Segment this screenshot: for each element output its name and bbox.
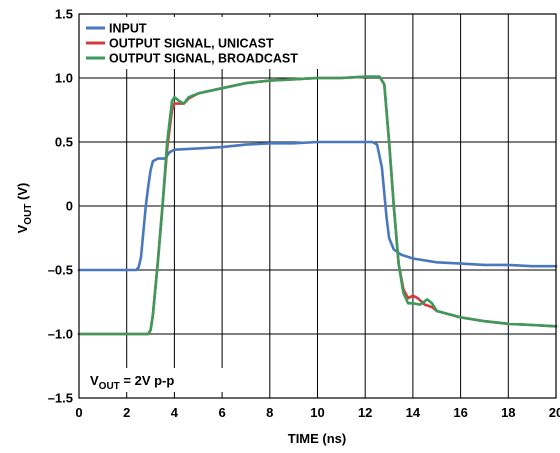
y-tick-label: 1.5 [55, 7, 73, 22]
annotation-sub: OUT [99, 381, 120, 392]
y-axis-title-sub: OUT [23, 204, 34, 225]
plot-frame [78, 13, 557, 399]
y-tick-label: –0.5 [48, 263, 73, 278]
x-axis-title: TIME (ns) [288, 431, 347, 446]
series-line-0 [77, 140, 558, 272]
y-axis-title: VOUT (V) [15, 183, 34, 234]
y-tick-label: –1.0 [48, 327, 73, 342]
x-tick-label: 12 [358, 405, 372, 420]
series-lines [77, 75, 558, 336]
legend-label-1: OUTPUT SIGNAL, UNICAST [109, 37, 274, 51]
annotation-main: V [90, 373, 99, 388]
x-tick-label: 6 [218, 405, 225, 420]
y-tick-labels: –1.5 –1.0 –0.5 0 0.5 1.0 1.5 [48, 7, 73, 406]
y-tick-label: 0.5 [55, 135, 73, 150]
x-tick-label: 4 [171, 405, 179, 420]
x-tick-label: 16 [453, 405, 467, 420]
annotation-box [84, 368, 234, 392]
annotation: VOUT = 2V p-p [90, 373, 174, 392]
y-axis-title-unit: (V) [15, 183, 30, 204]
y-axis-title-main: V [15, 224, 30, 233]
y-tick-label: 0 [66, 199, 73, 214]
y-tick-label: –1.5 [48, 391, 73, 406]
x-tick-label: 20 [549, 405, 560, 420]
grid [79, 14, 556, 398]
x-tick-label: 14 [406, 405, 421, 420]
annotation-rest: = 2V p-p [120, 373, 175, 388]
x-tick-label: 8 [266, 405, 273, 420]
x-tick-label: 2 [123, 405, 130, 420]
legend-label-2: OUTPUT SIGNAL, BROADCAST [109, 52, 298, 66]
x-tick-label: 18 [501, 405, 515, 420]
x-tick-label: 10 [310, 405, 324, 420]
legend-label-0: INPUT [109, 22, 147, 36]
series-line-2 [77, 75, 558, 336]
x-tick-labels: 0 2 4 6 8 10 12 14 16 18 20 [75, 405, 560, 420]
x-tick-label: 0 [75, 405, 82, 420]
y-tick-label: 1.0 [55, 71, 73, 86]
legend-background [82, 17, 356, 69]
